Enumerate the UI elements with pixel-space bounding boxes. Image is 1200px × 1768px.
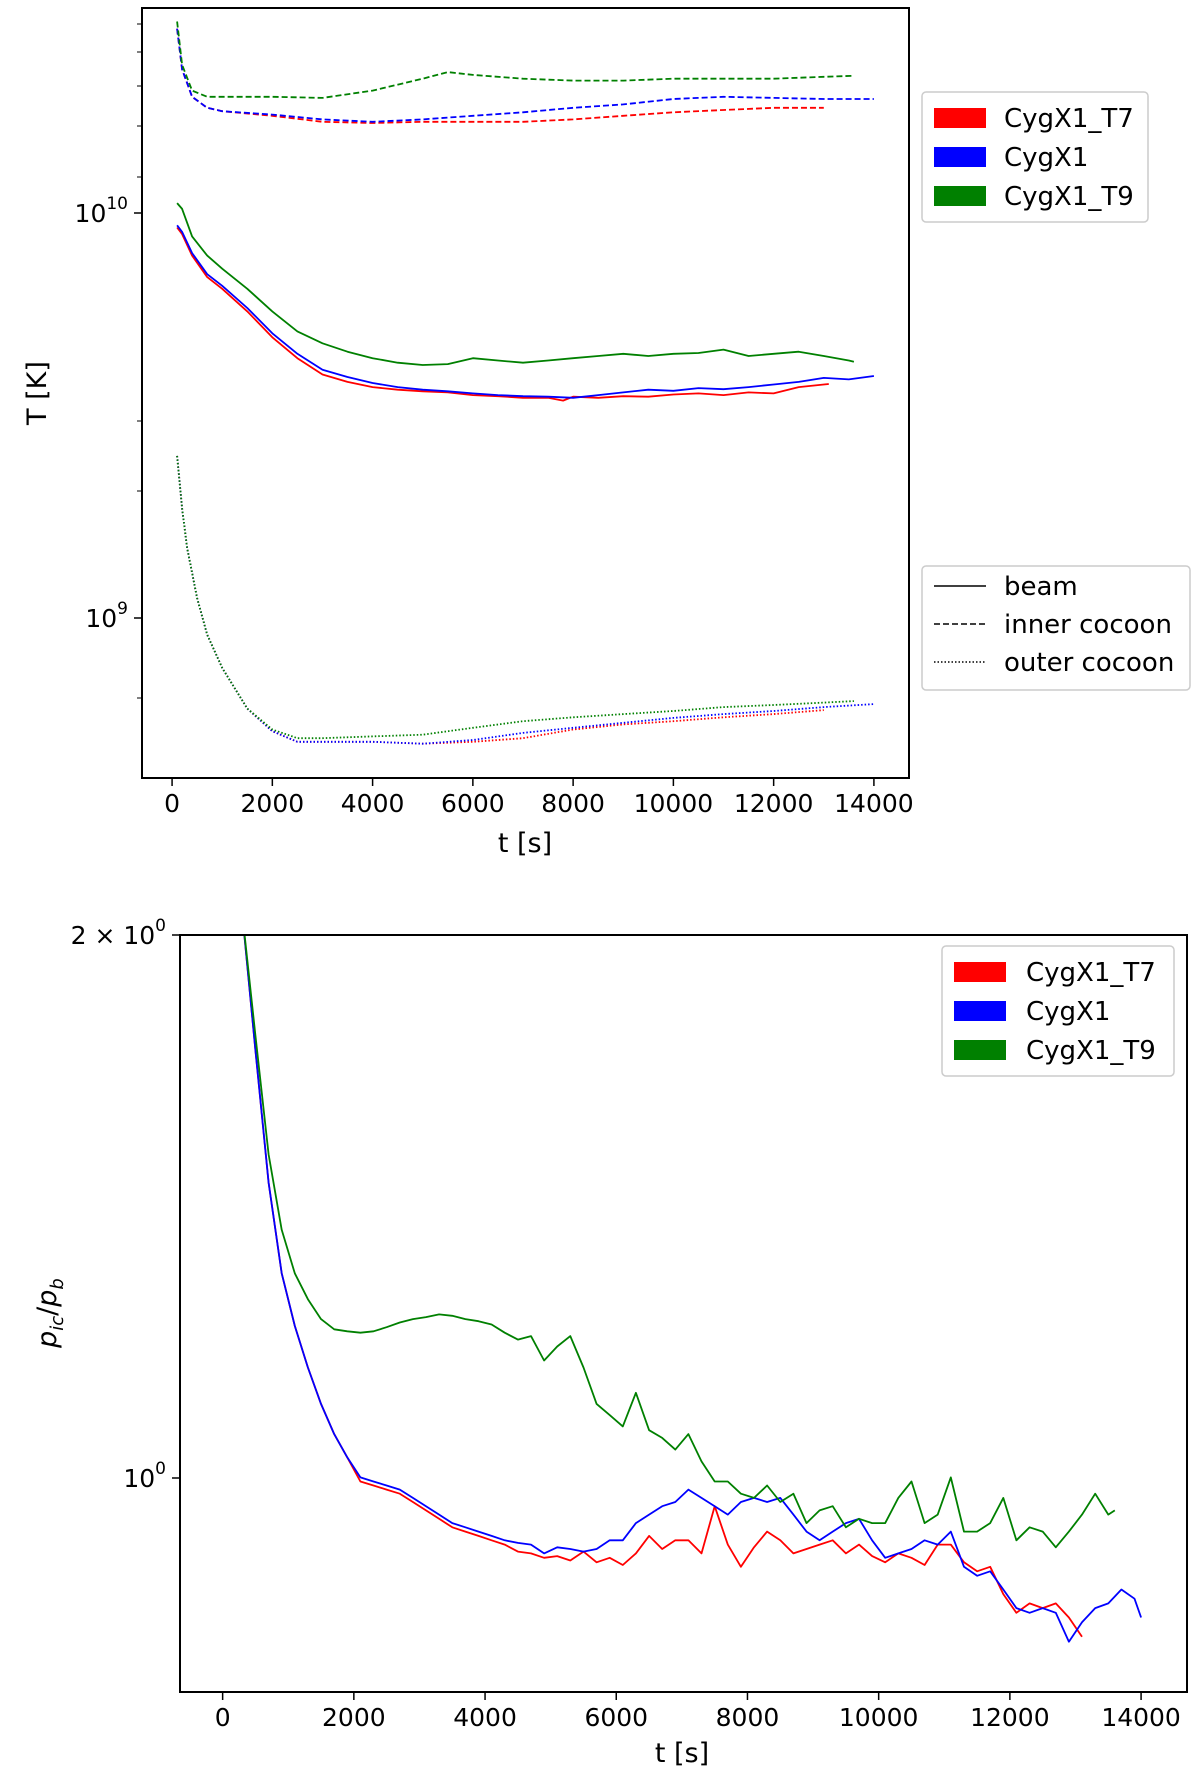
pressure-xtick-label-4000: 4000 [453, 1703, 517, 1732]
legend-label-outer-cocoon: outer cocoon [1004, 648, 1174, 678]
pressure-legend-swatch-cygx1-t9 [954, 1040, 1006, 1060]
temperature-y-ticks: 1010 109 [75, 23, 142, 699]
legend-label-cygx1: CygX1 [1004, 143, 1088, 173]
pressure-xlabel: t [s] [655, 1738, 709, 1768]
temperature-series-cygx1-outer-cocoon [176, 455, 874, 745]
legend-label-inner-cocoon: inner cocoon [1004, 610, 1172, 640]
temperature-xtick-label-4000: 4000 [341, 789, 405, 818]
temperature-x-ticks: 0 2000 4000 6000 8000 10000 12000 14000 [164, 778, 914, 818]
temperature-xtick-label-8000: 8000 [541, 789, 605, 818]
pressure-xtick-label-14000: 14000 [1101, 1703, 1181, 1732]
temperature-series-cygx1-t9-beam [176, 202, 855, 366]
pressure-plot-lines [243, 935, 1142, 1643]
temperature-axes-frame [141, 7, 910, 779]
pressure-y-ticks: 2 × 100 100 [71, 916, 180, 1493]
temperature-xtick-label-14000: 14000 [834, 789, 914, 818]
pressure-legend-label-cygx1: CygX1 [1026, 997, 1110, 1027]
pressure-legend-label-cygx1-t7: CygX1_T7 [1026, 958, 1156, 988]
legend-swatch-cygx1 [934, 147, 986, 167]
temperature-series-cygx1-t7-inner-cocoon [176, 28, 824, 124]
temperature-ylabel: T [K] [22, 361, 53, 426]
temperature-plot-lines [176, 21, 875, 745]
pressure-series-cygx1-t9 [243, 935, 1116, 1549]
legend-label-beam: beam [1004, 572, 1078, 602]
pressure-ytick-label-1: 100 [123, 1459, 166, 1493]
temperature-series-cygx1-t9-outer-cocoon [176, 455, 854, 740]
pressure-legend-label-cygx1-t9: CygX1_T9 [1026, 1036, 1156, 1066]
temperature-series-cygx1-t7-beam [176, 226, 829, 402]
pressure-xtick-label-8000: 8000 [716, 1703, 780, 1732]
pressure-xtick-label-2000: 2000 [322, 1703, 386, 1732]
pressure-series-cygx1-t7 [243, 935, 1083, 1638]
temperature-series-cygx1-inner-cocoon [176, 28, 874, 123]
pressure-legend: CygX1_T7 CygX1 CygX1_T9 [941, 945, 1175, 1077]
temperature-series-cygx1-beam [176, 224, 875, 399]
pressure-xtick-label-0: 0 [215, 1703, 231, 1732]
temperature-ytick-label-1e10: 1010 [75, 194, 128, 228]
pressure-xtick-label-12000: 12000 [970, 1703, 1050, 1732]
temperature-xtick-label-6000: 6000 [441, 789, 505, 818]
legend-label-cygx1-t7: CygX1_T7 [1004, 104, 1134, 134]
pressure-legend-swatch-cygx1-t7 [954, 962, 1006, 982]
legend-label-cygx1-t9: CygX1_T9 [1004, 182, 1134, 212]
model-legend: CygX1_T7 CygX1 CygX1_T9 [921, 91, 1149, 223]
temperature-series-cygx1-t9-inner-cocoon [176, 21, 854, 99]
pressure-x-ticks: 0 2000 4000 6000 8000 10000 12000 14000 [215, 1692, 1181, 1732]
temperature-xtick-label-12000: 12000 [734, 789, 814, 818]
pressure-axes-frame [179, 934, 1188, 1693]
pressure-xtick-label-6000: 6000 [584, 1703, 648, 1732]
pressure-ratio-panel: 0 2000 4000 6000 8000 10000 12000 14000 2 × 100… [32, 916, 1188, 1768]
linestyle-legend: beam inner cocoon outer cocoon [921, 565, 1191, 691]
temperature-panel: 0 2000 4000 6000 8000 10000 12000 14000 1010 10… [22, 7, 1191, 859]
temperature-xlabel: t [s] [498, 828, 552, 859]
temperature-ytick-label-1e9: 109 [85, 599, 128, 633]
pressure-xtick-label-10000: 10000 [839, 1703, 919, 1732]
temperature-xtick-label-0: 0 [164, 789, 180, 818]
legend-swatch-cygx1-t9 [934, 186, 986, 206]
pressure-series-cygx1 [243, 935, 1142, 1643]
legend-swatch-cygx1-t7 [934, 108, 986, 128]
temperature-xtick-label-10000: 10000 [634, 789, 714, 818]
pressure-legend-swatch-cygx1 [954, 1001, 1006, 1021]
temperature-xtick-label-2000: 2000 [241, 789, 305, 818]
pressure-ytick-label-2: 2 × 100 [71, 916, 166, 950]
temperature-series-cygx1-t7-outer-cocoon [176, 455, 824, 745]
pressure-ylabel: pic/pb [32, 1278, 68, 1349]
